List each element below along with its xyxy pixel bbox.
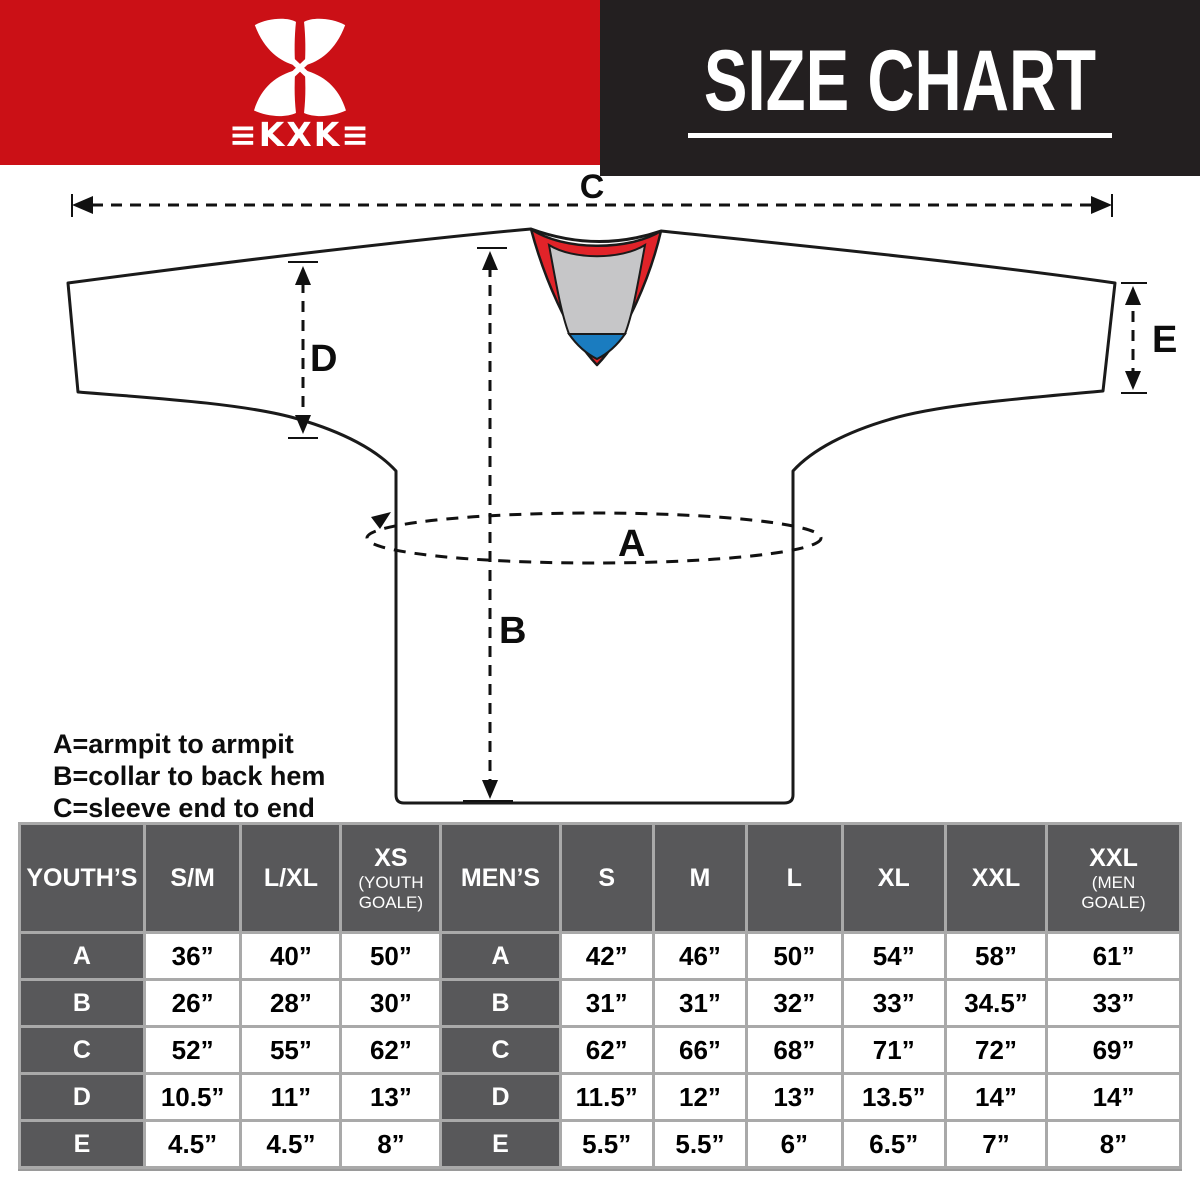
table-row-a: A 36” 40” 50” A 42” 46” 50” 54” 58” 61” [21, 934, 1179, 978]
size-value: 61” [1048, 934, 1179, 978]
size-value: 8” [342, 1122, 440, 1166]
size-value: 50” [748, 934, 841, 978]
table-row-c: C 52” 55” 62” C 62” 66” 68” 71” 72” 69” [21, 1028, 1179, 1072]
size-value: 6.5” [843, 1122, 944, 1166]
measure-ellipse-a [365, 511, 823, 565]
col-xs-youth-goalie: XS (YOUTH GOALE) [342, 825, 440, 931]
size-value: 13” [748, 1075, 841, 1119]
size-value: 28” [242, 981, 340, 1025]
label-c: C [580, 168, 605, 206]
table-row-e: E 4.5” 4.5” 8” E 5.5” 5.5” 6” 6.5” 7” 8” [21, 1122, 1179, 1166]
legend-line: B=collar to back hem [53, 761, 326, 791]
size-value: 33” [843, 981, 944, 1025]
size-value: 72” [946, 1028, 1046, 1072]
col-sm: S/M [145, 825, 240, 931]
size-value: 68” [748, 1028, 841, 1072]
row-label: D [21, 1075, 143, 1119]
col-youths: YOUTH’S [21, 825, 143, 931]
legend-line: A=armpit to armpit [53, 729, 294, 759]
col-xl: XL [843, 825, 944, 931]
size-value: 36” [145, 934, 240, 978]
page-title: SIZE CHART [703, 33, 1097, 129]
kxk-logo-icon [254, 18, 346, 116]
table-row-b: B 26” 28” 30” B 31” 31” 32” 33” 34.5” 33… [21, 981, 1179, 1025]
collar-blue-insert [567, 333, 627, 361]
row-label: A [21, 934, 143, 978]
row-label: B [21, 981, 143, 1025]
row-label: B [442, 981, 559, 1025]
col-m: M [654, 825, 746, 931]
size-value: 32” [748, 981, 841, 1025]
row-label: C [442, 1028, 559, 1072]
col-xxl-men-goalie: XXL (MEN GOALE) [1048, 825, 1179, 931]
size-value: 62” [561, 1028, 652, 1072]
size-value: 71” [843, 1028, 944, 1072]
size-value: 6” [748, 1122, 841, 1166]
size-value: 31” [654, 981, 746, 1025]
label-d: D [310, 338, 337, 380]
jersey-diagram: C D B A [0, 165, 1200, 887]
col-s: S [561, 825, 652, 931]
table-header-row: YOUTH’S S/M L/XL XS (YOUTH GOALE) MEN’S S… [21, 825, 1179, 931]
jersey-svg: C D B A [66, 168, 1177, 805]
size-value: 14” [1048, 1075, 1179, 1119]
col-l: L [748, 825, 841, 931]
size-value: 14” [946, 1075, 1046, 1119]
size-value: 66” [654, 1028, 746, 1072]
title-banner: SIZE CHART [600, 0, 1200, 176]
size-value: 46” [654, 934, 746, 978]
legend-line: C=sleeve end to end [53, 793, 315, 823]
size-value: 5.5” [561, 1122, 652, 1166]
size-value: 4.5” [145, 1122, 240, 1166]
size-value: 54” [843, 934, 944, 978]
row-label: E [21, 1122, 143, 1166]
size-value: 34.5” [946, 981, 1046, 1025]
size-value: 11” [242, 1075, 340, 1119]
row-label: D [442, 1075, 559, 1119]
size-value: 13.5” [843, 1075, 944, 1119]
size-value: 8” [1048, 1122, 1179, 1166]
brand-wordmark: ≡KXK≡ [229, 114, 371, 154]
table-row-d: D 10.5” 11” 13” D 11.5” 12” 13” 13.5” 14… [21, 1075, 1179, 1119]
size-value: 40” [242, 934, 340, 978]
size-value: 12” [654, 1075, 746, 1119]
size-table-grid: YOUTH’S S/M L/XL XS (YOUTH GOALE) MEN’S S… [18, 822, 1182, 1169]
size-value: 11.5” [561, 1075, 652, 1119]
measure-arrow-b [463, 247, 513, 802]
measure-arrow-d [288, 261, 318, 439]
col-xxl: XXL [946, 825, 1046, 931]
title-underline [688, 133, 1112, 138]
size-value: 13” [342, 1075, 440, 1119]
size-value: 30” [342, 981, 440, 1025]
size-value: 69” [1048, 1028, 1179, 1072]
size-value: 42” [561, 934, 652, 978]
size-value: 31” [561, 981, 652, 1025]
size-value: 4.5” [242, 1122, 340, 1166]
size-value: 33” [1048, 981, 1179, 1025]
collar-inner-gray [547, 242, 647, 335]
row-label: C [21, 1028, 143, 1072]
size-value: 52” [145, 1028, 240, 1072]
measure-arrow-e [1121, 282, 1147, 394]
size-table: YOUTH’S S/M L/XL XS (YOUTH GOALE) MEN’S S… [18, 822, 1182, 1169]
label-e: E [1152, 319, 1177, 361]
brand-logo: ≡KXK≡ [219, 17, 381, 151]
col-mens: MEN’S [442, 825, 559, 931]
size-value: 55” [242, 1028, 340, 1072]
size-value: 62” [342, 1028, 440, 1072]
size-value: 10.5” [145, 1075, 240, 1119]
size-value: 5.5” [654, 1122, 746, 1166]
size-value: 26” [145, 981, 240, 1025]
size-value: 58” [946, 934, 1046, 978]
col-lxl: L/XL [242, 825, 340, 931]
label-a: A [618, 523, 645, 565]
size-value: 7” [946, 1122, 1046, 1166]
label-b: B [499, 610, 526, 652]
row-label: A [442, 934, 559, 978]
brand-banner: ≡KXK≡ [0, 0, 600, 165]
row-label: E [442, 1122, 559, 1166]
size-value: 50” [342, 934, 440, 978]
measure-arrow-c [71, 194, 1113, 217]
